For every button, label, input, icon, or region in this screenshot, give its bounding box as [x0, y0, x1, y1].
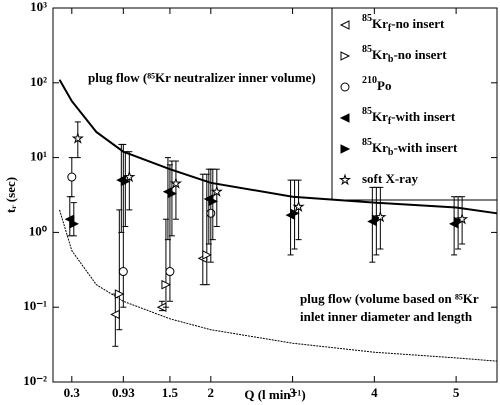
legend-part: -with insert: [393, 140, 458, 155]
legend-part: Kr: [372, 47, 388, 62]
marker: [202, 250, 212, 260]
annotation: inlet inner diameter and length: [300, 309, 473, 324]
legend-part: Kr: [372, 109, 388, 124]
legend-box: [331, 7, 498, 201]
marker: [161, 279, 172, 290]
marker: [67, 172, 77, 182]
marker: [165, 267, 175, 277]
legend-part: Kr: [372, 16, 388, 31]
legend-part: Kr: [372, 140, 388, 155]
legend-label: 85Krb-no insert: [362, 44, 447, 65]
annotation: plug flow (volume based on ⁸⁵Kr: [300, 291, 479, 306]
y-axis-label: tᵣ (sec): [3, 177, 18, 213]
legend-part: f: [388, 23, 392, 34]
legend-label: 85Krb-with insert: [362, 137, 458, 158]
legend-part: 85: [362, 44, 372, 55]
marker: [167, 188, 178, 199]
marker: [339, 20, 350, 30]
y-tick-label: 10¹: [30, 149, 47, 164]
marker: [340, 144, 351, 154]
curve: [59, 209, 498, 362]
legend-label: 85Krf-no insert: [362, 13, 445, 34]
x-tick-label: 0.93: [112, 385, 135, 400]
y-tick-label: 10⁻²: [23, 373, 47, 388]
x-tick-label: 4: [371, 385, 378, 400]
legend-part: soft X-ray: [362, 171, 418, 186]
legend-part: 210: [362, 75, 377, 86]
marker: [338, 173, 352, 186]
marker: [206, 208, 216, 218]
marker: [118, 267, 128, 277]
legend-part: -with insert: [391, 109, 456, 124]
x-axis-label: Q (l min⁻¹): [244, 387, 305, 402]
marker: [169, 177, 183, 189]
marker: [208, 196, 218, 207]
marker: [340, 82, 350, 92]
marker: [292, 200, 305, 213]
x-tick-label: 5: [453, 385, 460, 400]
marker: [210, 185, 223, 197]
y-tick-label: 10⁻¹: [23, 298, 47, 313]
marker: [123, 170, 136, 183]
marker: [71, 132, 84, 144]
annotation: plug flow (⁸⁵Kr neutralizer inner volume…: [88, 70, 316, 85]
legend-part: f: [388, 116, 392, 127]
marker: [340, 51, 351, 61]
x-tick-label: 2: [208, 385, 215, 400]
x-tick-label: 0.3: [64, 385, 81, 400]
legend-part: b: [388, 54, 394, 65]
legend-label: soft X-ray: [362, 171, 418, 186]
legend-part: 85: [362, 106, 372, 117]
legend-label: 85Krf-with insert: [362, 106, 456, 127]
marker: [120, 176, 131, 187]
legend-part: -no insert: [391, 16, 445, 31]
legend-part: 85: [362, 137, 372, 148]
marker: [453, 216, 464, 227]
marker: [371, 214, 382, 225]
legend-label: 210Po: [362, 75, 391, 93]
marker: [290, 208, 300, 219]
y-tick-label: 10³: [30, 0, 47, 14]
marker: [339, 113, 350, 123]
x-tick-label: 3: [289, 385, 296, 400]
legend-part: b: [388, 147, 394, 158]
marker: [455, 212, 469, 225]
legend-part: Po: [377, 78, 391, 93]
legend-part: 85: [362, 13, 372, 24]
legend-part: -no insert: [393, 47, 447, 62]
marker: [69, 219, 79, 229]
y-tick-label: 10⁰: [29, 223, 48, 238]
marker: [114, 289, 125, 299]
y-tick-label: 10²: [30, 74, 47, 89]
curve: [58, 79, 498, 215]
x-tick-label: 1.5: [162, 385, 179, 400]
marker: [374, 210, 387, 223]
